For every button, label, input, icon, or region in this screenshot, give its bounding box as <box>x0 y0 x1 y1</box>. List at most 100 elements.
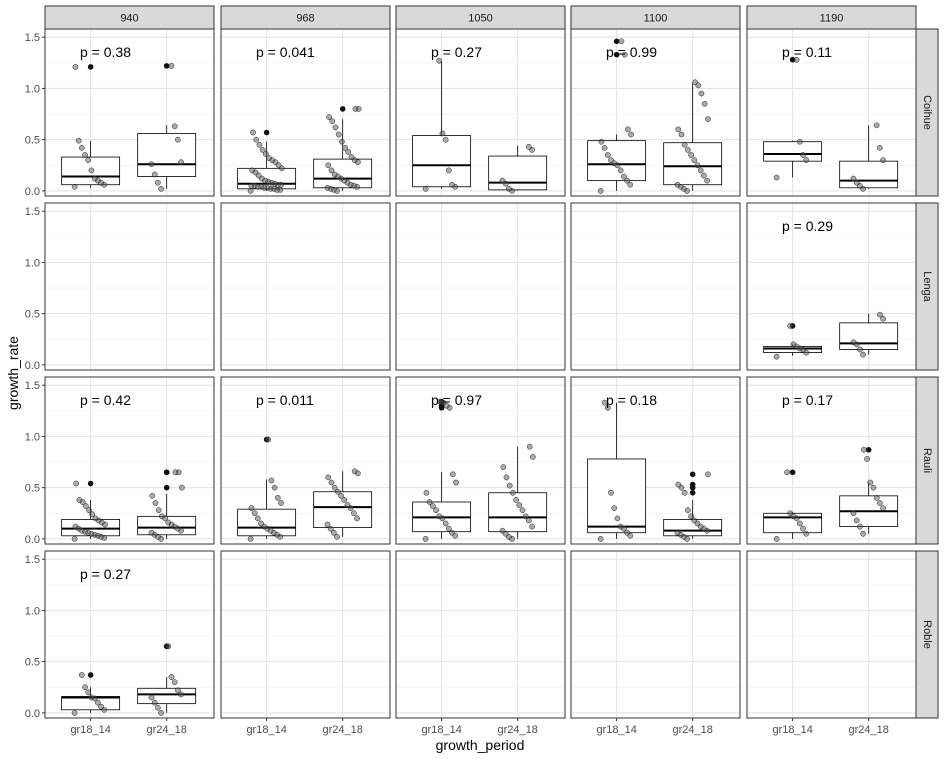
outlier-point-gr24_18 <box>689 471 696 478</box>
p-value-label: p = 0.27 <box>80 566 131 582</box>
data-point-gr18_14 <box>254 515 261 522</box>
data-point-gr18_14 <box>608 157 614 163</box>
panel-bg <box>396 203 565 370</box>
data-point-gr24_18 <box>506 185 512 192</box>
data-point-gr18_14 <box>614 515 621 522</box>
data-point-gr18_14 <box>78 672 85 678</box>
data-point-gr24_18 <box>698 90 705 97</box>
data-point-gr24_18 <box>148 694 155 701</box>
y-axis-title: growth_rate <box>5 336 21 410</box>
data-point-gr18_14 <box>266 155 272 161</box>
data-point-gr18_14 <box>82 684 88 691</box>
data-point-gr18_14 <box>88 167 95 174</box>
y-tick-label: 1.5 <box>25 206 40 218</box>
data-point-gr18_14 <box>265 436 272 443</box>
panel-bg <box>221 203 390 370</box>
data-point-gr18_14 <box>86 507 92 514</box>
data-point-gr18_14 <box>790 341 797 348</box>
data-point-gr24_18 <box>691 157 698 163</box>
data-point-gr24_18 <box>685 147 691 153</box>
box-gr18_14 <box>412 135 472 188</box>
panel-bg <box>221 551 390 718</box>
outlier-point-gr18_14 <box>87 480 94 487</box>
outlier-point-gr18_14 <box>263 129 270 136</box>
data-point-gr24_18 <box>348 154 355 160</box>
panel-Rauli-968: p = 0.011 <box>237 392 373 542</box>
data-point-gr18_14 <box>787 510 794 517</box>
panel-border <box>570 28 741 197</box>
panel-Coihue-1100: p = 0.99 <box>587 38 723 194</box>
data-point-gr18_14 <box>601 144 608 151</box>
outlier-point-gr24_18 <box>865 446 872 453</box>
panel-bg <box>45 203 214 370</box>
data-point-gr24_18 <box>685 507 691 514</box>
y-tick-label: 1.5 <box>25 380 40 392</box>
data-point-gr18_14 <box>617 167 624 174</box>
y-tick-label: 0.0 <box>25 186 40 198</box>
data-point-gr24_18 <box>351 510 357 517</box>
data-point-gr18_14 <box>604 152 611 158</box>
data-point-gr24_18 <box>326 114 332 120</box>
data-point-gr24_18 <box>678 131 685 138</box>
data-point-gr24_18 <box>513 497 519 503</box>
data-point-gr18_14 <box>249 167 256 174</box>
data-point-gr24_18 <box>674 181 681 188</box>
data-point-gr18_14 <box>88 694 95 701</box>
data-point-gr24_18 <box>151 171 158 178</box>
data-point-gr24_18 <box>691 517 698 524</box>
p-value-label: p = 0.18 <box>606 392 657 408</box>
data-point-gr18_14 <box>598 138 605 145</box>
data-point-gr24_18 <box>864 456 870 462</box>
data-point-gr24_18 <box>526 517 532 524</box>
data-point-gr18_14 <box>73 480 80 487</box>
panel-Coihue-968: p = 0.041 <box>237 44 373 194</box>
data-point-gr24_18 <box>688 152 694 158</box>
data-point-gr18_14 <box>437 398 443 405</box>
panel-border <box>395 28 566 197</box>
data-point-gr18_14 <box>442 520 449 527</box>
data-point-gr24_18 <box>675 126 682 133</box>
data-point-gr24_18 <box>328 479 335 486</box>
panel-border <box>44 550 215 719</box>
box-gr24_18 <box>137 133 197 177</box>
data-point-gr18_14 <box>248 505 255 511</box>
data-point-gr24_18 <box>345 149 352 155</box>
panel-Rauli-1190: p = 0.17 <box>763 392 899 542</box>
data-point-gr24_18 <box>327 525 334 532</box>
data-point-gr24_18 <box>857 346 863 353</box>
outlier-point-gr24_18 <box>689 481 696 488</box>
data-point-gr18_14 <box>442 136 449 143</box>
data-point-gr24_18 <box>503 474 510 481</box>
data-point-gr24_18 <box>880 315 886 322</box>
data-point-gr18_14 <box>793 56 800 63</box>
data-point-gr24_18 <box>151 699 158 706</box>
y-tick-label: 0.0 <box>25 534 40 546</box>
data-point-gr18_14 <box>262 151 269 157</box>
data-point-gr18_14 <box>429 503 436 509</box>
outlier-point-gr18_14 <box>613 51 620 58</box>
data-point-gr24_18 <box>850 339 857 346</box>
box-gr18_14 <box>587 140 647 182</box>
data-point-gr18_14 <box>620 173 627 180</box>
data-point-gr18_14 <box>426 499 433 505</box>
x-tick-label: gr18_14 <box>246 724 286 736</box>
data-point-gr24_18 <box>860 530 866 537</box>
panel-Rauli-1100: p = 0.18 <box>587 392 723 542</box>
panel-border <box>570 550 741 719</box>
x-tick-label: gr18_14 <box>772 724 812 736</box>
data-point-gr24_18 <box>325 474 332 481</box>
data-point-gr18_14 <box>91 175 98 182</box>
data-point-gr18_14 <box>624 529 630 536</box>
box-gr24_18 <box>663 142 723 186</box>
data-point-gr24_18 <box>331 171 338 178</box>
x-axis-title: growth_period <box>436 737 525 753</box>
data-point-gr24_18 <box>873 495 880 501</box>
data-point-gr18_14 <box>82 152 88 158</box>
x-tick-label: gr24_18 <box>322 724 362 736</box>
data-point-gr24_18 <box>158 185 164 192</box>
panel-border <box>746 28 917 197</box>
data-point-gr24_18 <box>179 484 185 491</box>
data-point-gr18_14 <box>274 495 281 501</box>
data-point-gr24_18 <box>697 167 704 174</box>
